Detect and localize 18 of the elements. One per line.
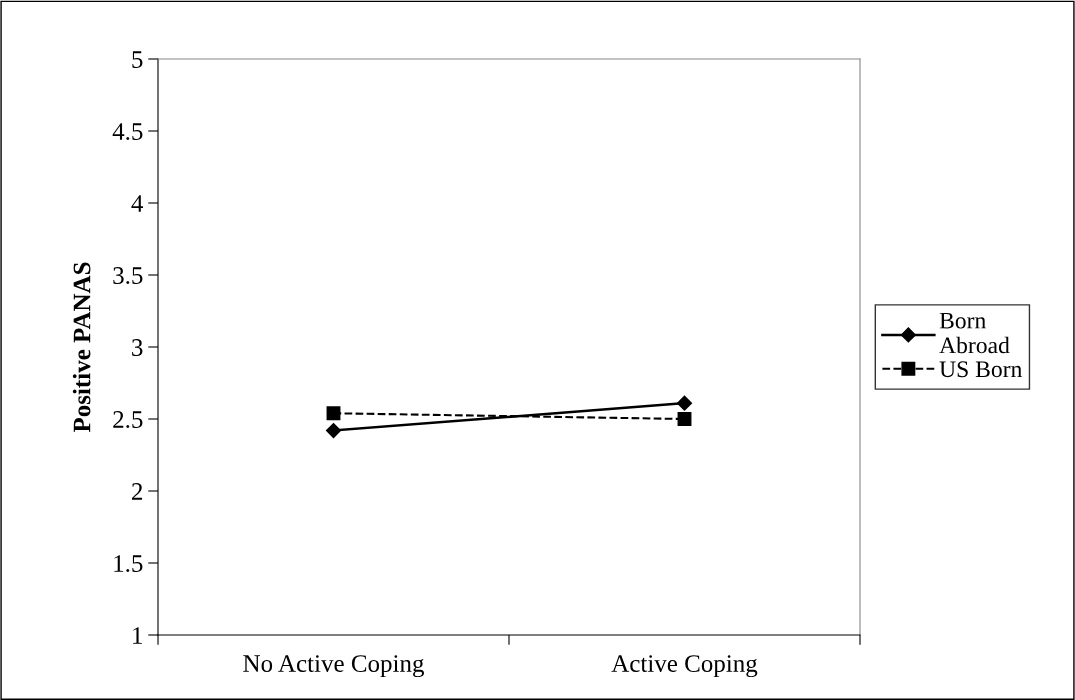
- y-tick-label: 2: [132, 483, 143, 500]
- y-tick-label: 3: [132, 339, 143, 356]
- point: [676, 395, 693, 411]
- y-tick-label: 4.5: [112, 123, 143, 141]
- y-tick-label: 3.5: [113, 267, 143, 285]
- y-tick-label: 4: [131, 195, 144, 212]
- legend-label: US Born: [939, 361, 1023, 378]
- point: [677, 412, 692, 426]
- y-tick-label: 1: [133, 627, 142, 644]
- y-tick-label: 5: [132, 51, 143, 68]
- x-tick-label: Active Coping: [611, 655, 758, 678]
- point: [325, 422, 342, 439]
- y-axis-title: Positive PANAS: [72, 262, 91, 433]
- y-tick-label: 1.5: [114, 555, 143, 573]
- x-tick-label: No Active Coping: [243, 655, 424, 678]
- y-tick-label: 2.5: [113, 411, 143, 429]
- legend-label: Born Abroad: [939, 312, 1010, 354]
- point: [326, 406, 341, 421]
